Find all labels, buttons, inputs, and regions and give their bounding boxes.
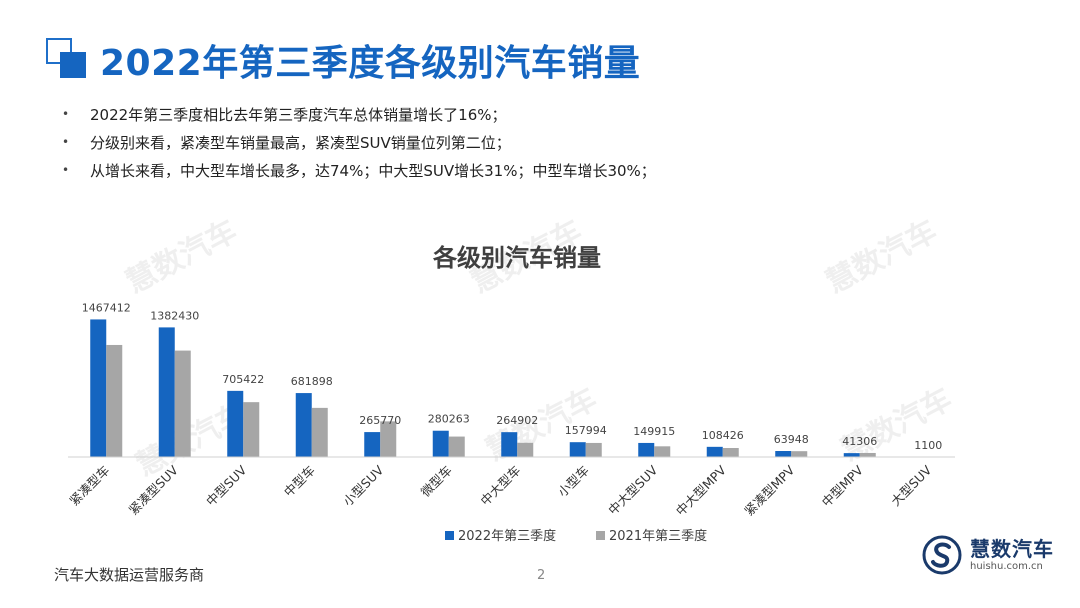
category-labels: 紧凑型车 紧凑型SUV 中型SUV 中型车 小型SUV 微型车 中大型车 小型车 中大型SUV 中… [66,462,934,518]
bullet-text: 2022年第三季度相比去年第三季度汽车总体销量增长了16%； [90,105,507,124]
legend-swatch-2021 [596,531,605,540]
category-label: 中型SUV [203,462,250,509]
bar-2021 [106,344,123,457]
logo-url: huishu.com.cn [970,561,1043,572]
category-label: 中型MPV [819,462,867,510]
chart-legend: 2022年第三季度 2021年第三季度 [445,528,707,544]
brand-logo: 慧数汽车 huishu.com.cn [922,535,1054,575]
category-label: 微型车 [418,463,455,500]
bar-2022 [158,327,175,457]
value-label: 63948 [774,433,809,446]
bar-2022 [638,442,655,457]
bullet-item: • 2022年第三季度相比去年第三季度汽车总体销量增长了16%； [62,100,656,128]
bar-2022 [501,432,518,457]
category-label: 中大型SUV [605,462,661,518]
bar-2021 [791,451,808,457]
bullet-item: • 从增长来看，中大型车增长最多，达74%；中大型SUV增长31%；中型车增长3… [62,156,656,184]
value-label: 1382430 [150,309,199,322]
value-label: 264902 [496,414,538,427]
page-number: 2 [537,568,546,583]
category-label: 紧凑型车 [66,463,112,509]
value-label: 280263 [428,413,470,426]
value-label: 149915 [633,425,675,438]
bar-2022 [227,390,244,457]
category-label: 紧凑型SUV [126,462,182,518]
bar-2021 [243,402,260,457]
bar-2021 [517,442,534,457]
bar-2022 [843,453,860,457]
bar-2021 [448,436,465,457]
bullet-dot-icon: • [62,107,70,121]
bar-2021 [859,452,876,457]
category-label: 中型车 [281,463,318,500]
value-label: 1100 [914,439,942,452]
bar-2021 [174,350,191,457]
category-label: 中大型MPV [673,462,729,518]
bar-2021 [722,448,739,457]
value-label: 681898 [291,375,333,388]
bar-2021 [380,421,397,457]
bar-2021 [311,407,328,457]
bar-2022 [432,430,449,457]
bar-2022 [295,393,312,457]
sales-bar-chart: 各级别汽车销量 1467412 1382430 705422 681898 265770… [66,244,955,544]
bullet-dot-icon: • [62,163,70,177]
footer-tagline: 汽车大数据运营服务商 [54,566,205,584]
value-label: 108426 [702,429,744,442]
bar-2022 [775,451,792,457]
logo-s-icon [922,535,962,575]
value-label: 1467412 [82,301,131,314]
bar-2022 [364,432,381,457]
category-label: 紧凑型MPV [741,462,797,518]
legend-swatch-2022 [445,531,454,540]
bar-group [90,319,945,458]
bullet-text: 从增长来看，中大型车增长最多，达74%；中大型SUV增长31%；中型车增长30%… [90,161,656,180]
value-labels: 1467412 1382430 705422 681898 265770 280263 26… [82,301,943,451]
title-decoration-fill [60,52,86,78]
bar-2022 [90,319,107,457]
page-title: 2022年第三季度各级别汽车销量 [100,43,641,84]
category-label: 小型车 [555,463,592,500]
bar-2022 [706,446,723,457]
bullet-text: 分级别来看，紧凑型车销量最高，紧凑型SUV销量位列第二位； [90,133,511,152]
category-label: 小型SUV [340,462,387,509]
legend-label-2022: 2022年第三季度 [458,528,556,544]
chart-title: 各级别汽车销量 [432,244,601,272]
value-label: 157994 [565,424,607,437]
bar-2021 [585,442,602,457]
bar-2021 [654,446,671,457]
category-label: 中大型车 [477,463,523,509]
legend-label-2021: 2021年第三季度 [609,528,707,544]
value-label: 41306 [842,435,877,448]
logo-name: 慧数汽车 [970,537,1054,561]
category-label: 大型SUV [888,462,935,509]
bullet-item: • 分级别来看，紧凑型车销量最高，紧凑型SUV销量位列第二位； [62,128,656,156]
bullet-dot-icon: • [62,135,70,149]
value-label: 705422 [222,373,264,386]
summary-bullets: • 2022年第三季度相比去年第三季度汽车总体销量增长了16%； • 分级别来看… [62,100,656,184]
bar-2022 [569,442,586,457]
value-label: 265770 [359,414,401,427]
title-decoration-outline [46,38,72,64]
